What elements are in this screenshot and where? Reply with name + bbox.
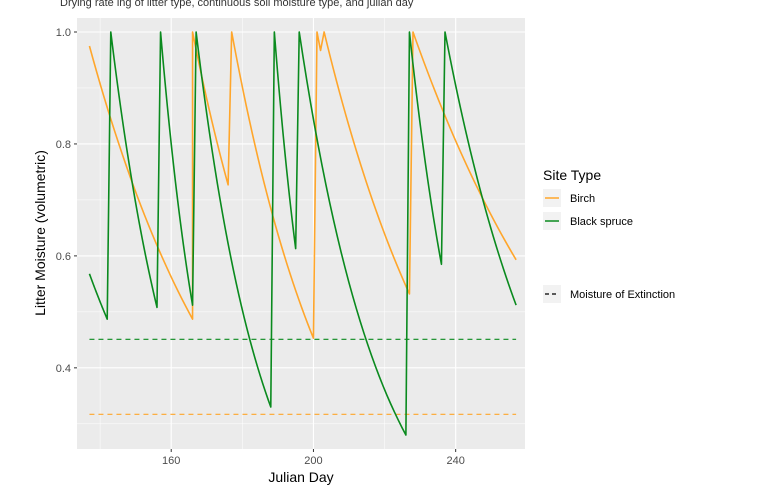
legend-item-moisture-of-extinction: Moisture of Extinction <box>543 285 675 303</box>
legend: Site Type Birch Black spruce Moisture of… <box>543 167 675 303</box>
y-axis-title: Litter Moisture (volumetric) <box>32 150 48 316</box>
legend-item-black-spruce: Black spruce <box>543 212 633 230</box>
series-line-birch <box>88 31 517 339</box>
x-tick-label: 160 <box>162 455 180 467</box>
y-tick-label: 1.0 <box>56 27 71 39</box>
chart-caption: Drying rate ing of litter type, continuo… <box>60 0 414 9</box>
plot-panel <box>77 18 525 449</box>
legend-label-moisture-of-extinction: Moisture of Extinction <box>570 289 675 301</box>
legend-label-black-spruce: Black spruce <box>570 216 633 228</box>
y-tick-label: 0.6 <box>56 251 71 263</box>
legend-title: Site Type <box>543 167 601 183</box>
legend-label-birch: Birch <box>570 193 595 205</box>
x-tick-label: 240 <box>446 455 464 467</box>
series-line-black-spruce <box>88 31 517 436</box>
x-tick-label: 200 <box>304 455 322 467</box>
y-axis-ticks: 0.4 0.6 0.8 1.0 <box>56 27 77 375</box>
y-tick-label: 0.8 <box>56 139 71 151</box>
legend-item-birch: Birch <box>543 189 595 207</box>
x-axis-title: Julian Day <box>268 469 333 485</box>
grid-major <box>77 18 525 449</box>
series-lines <box>88 31 517 436</box>
y-tick-label: 0.4 <box>56 363 71 375</box>
x-axis-ticks: 160 200 240 <box>162 449 465 467</box>
reference-lines <box>89 338 517 415</box>
